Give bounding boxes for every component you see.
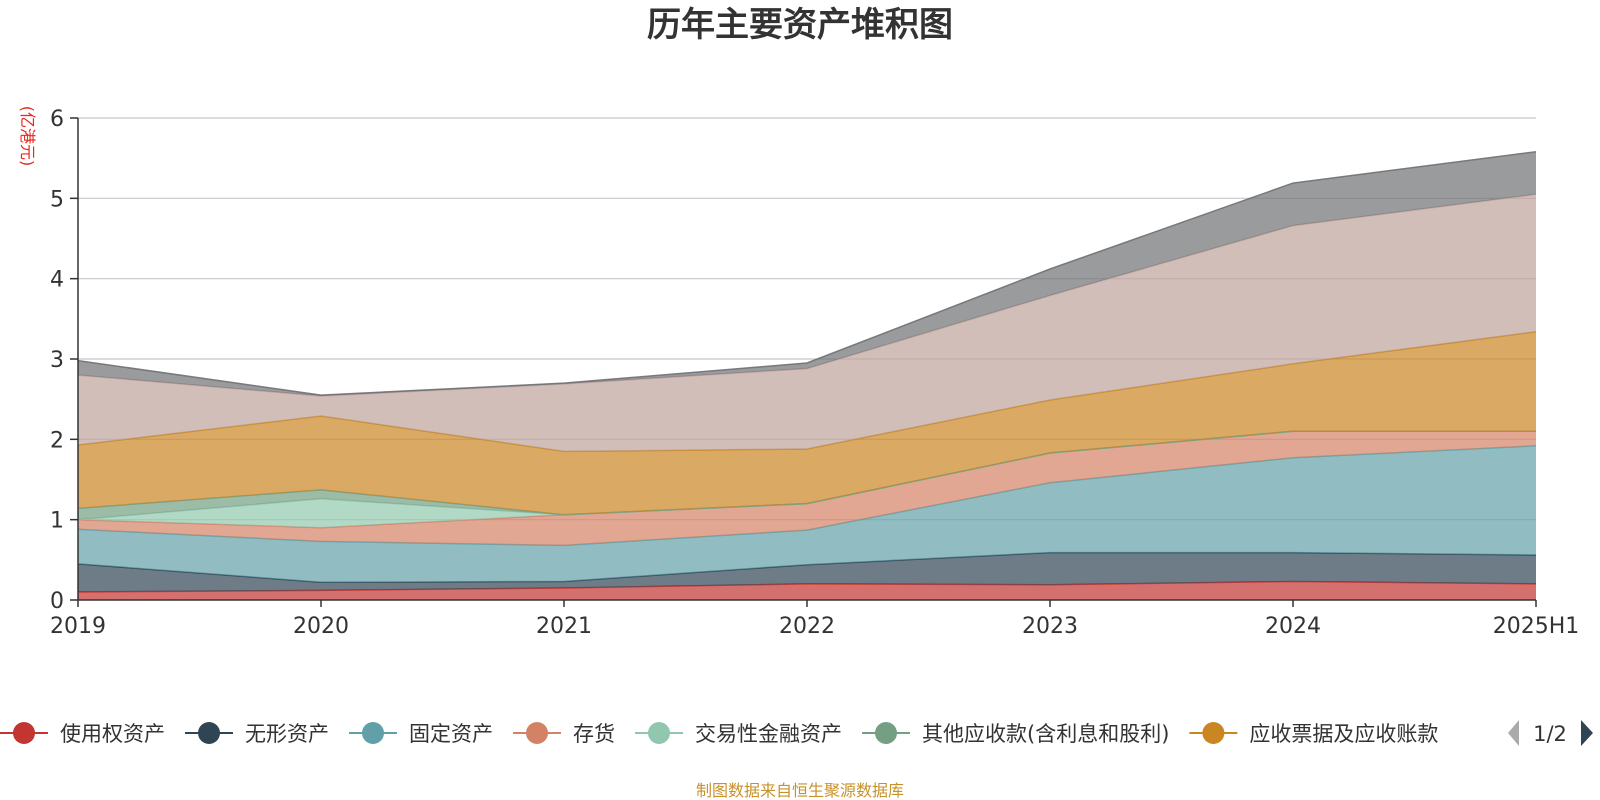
legend-dot-icon	[875, 722, 897, 744]
legend-item-5[interactable]: 交易性金融资产	[635, 722, 842, 746]
area-series-5	[78, 431, 1536, 528]
x-tick-label: 2023	[1022, 614, 1078, 639]
legend: 使用权资产 无形资产 固定资产 存货 交易性金融资产 其他应收款(含利息和股利) 应收票据及…	[0, 722, 1438, 746]
y-tick-label: 3	[50, 348, 64, 373]
x-tick-label: 2020	[293, 614, 349, 639]
legend-prev-page-arrow-icon[interactable]	[1508, 720, 1519, 746]
x-tick-label: 2025H1	[1493, 614, 1580, 639]
y-tick-label: 2	[50, 428, 64, 453]
legend-label: 固定资产	[409, 722, 493, 746]
legend-item-4[interactable]: 存货	[513, 722, 615, 746]
legend-item-3[interactable]: 固定资产	[349, 722, 493, 746]
y-axis-ticks: 0 1 2 3 4 5 6	[50, 107, 78, 614]
legend-item-1[interactable]: 使用权资产	[0, 722, 165, 746]
legend-label: 其他应收款(含利息和股利)	[922, 722, 1169, 746]
legend-dot-icon	[362, 722, 384, 744]
legend-label: 交易性金融资产	[695, 722, 842, 746]
legend-label: 使用权资产	[60, 722, 165, 746]
x-tick-label: 2022	[779, 614, 835, 639]
y-tick-label: 0	[50, 589, 64, 614]
data-source-note: 制图数据来自恒生聚源数据库	[696, 781, 904, 800]
legend-item-7[interactable]: 应收票据及应收账款	[1189, 722, 1438, 746]
legend-dot-icon	[13, 722, 35, 744]
area-series-8	[78, 194, 1536, 452]
x-axis-ticks: 2019 2020 2021 2022 2023 2024 2025H1	[50, 600, 1579, 639]
legend-page-indicator: 1/2	[1533, 722, 1567, 746]
area-series-4	[78, 431, 1536, 546]
y-tick-label: 1	[50, 509, 64, 534]
area-series-9-line	[77, 150, 1537, 396]
legend-pager: 1/2	[1508, 720, 1593, 746]
chart-title: 历年主要资产堆积图	[647, 5, 953, 45]
legend-dot-icon	[1202, 722, 1225, 744]
area-series-9	[78, 151, 1536, 396]
area-series-3	[78, 445, 1536, 583]
legend-label: 存货	[573, 722, 615, 746]
x-tick-label: 2024	[1265, 614, 1321, 639]
area-series-7	[78, 331, 1536, 515]
y-tick-label: 4	[50, 268, 64, 293]
legend-label: 无形资产	[245, 722, 329, 746]
x-tick-label: 2019	[50, 614, 106, 639]
area-series	[77, 150, 1537, 600]
legend-next-page-arrow-icon[interactable]	[1581, 720, 1593, 746]
y-axis-unit-label: (亿港元)	[18, 106, 37, 167]
legend-item-2[interactable]: 无形资产	[185, 722, 329, 746]
area-series-1	[78, 581, 1536, 600]
x-tick-label: 2021	[536, 614, 592, 639]
y-tick-label: 5	[50, 187, 64, 212]
legend-dot-icon	[648, 722, 670, 744]
legend-item-6[interactable]: 其他应收款(含利息和股利)	[862, 722, 1169, 746]
legend-dot-icon	[198, 722, 220, 744]
y-tick-label: 6	[50, 107, 64, 132]
legend-label: 应收票据及应收账款	[1249, 722, 1438, 746]
legend-dot-icon	[526, 722, 548, 744]
